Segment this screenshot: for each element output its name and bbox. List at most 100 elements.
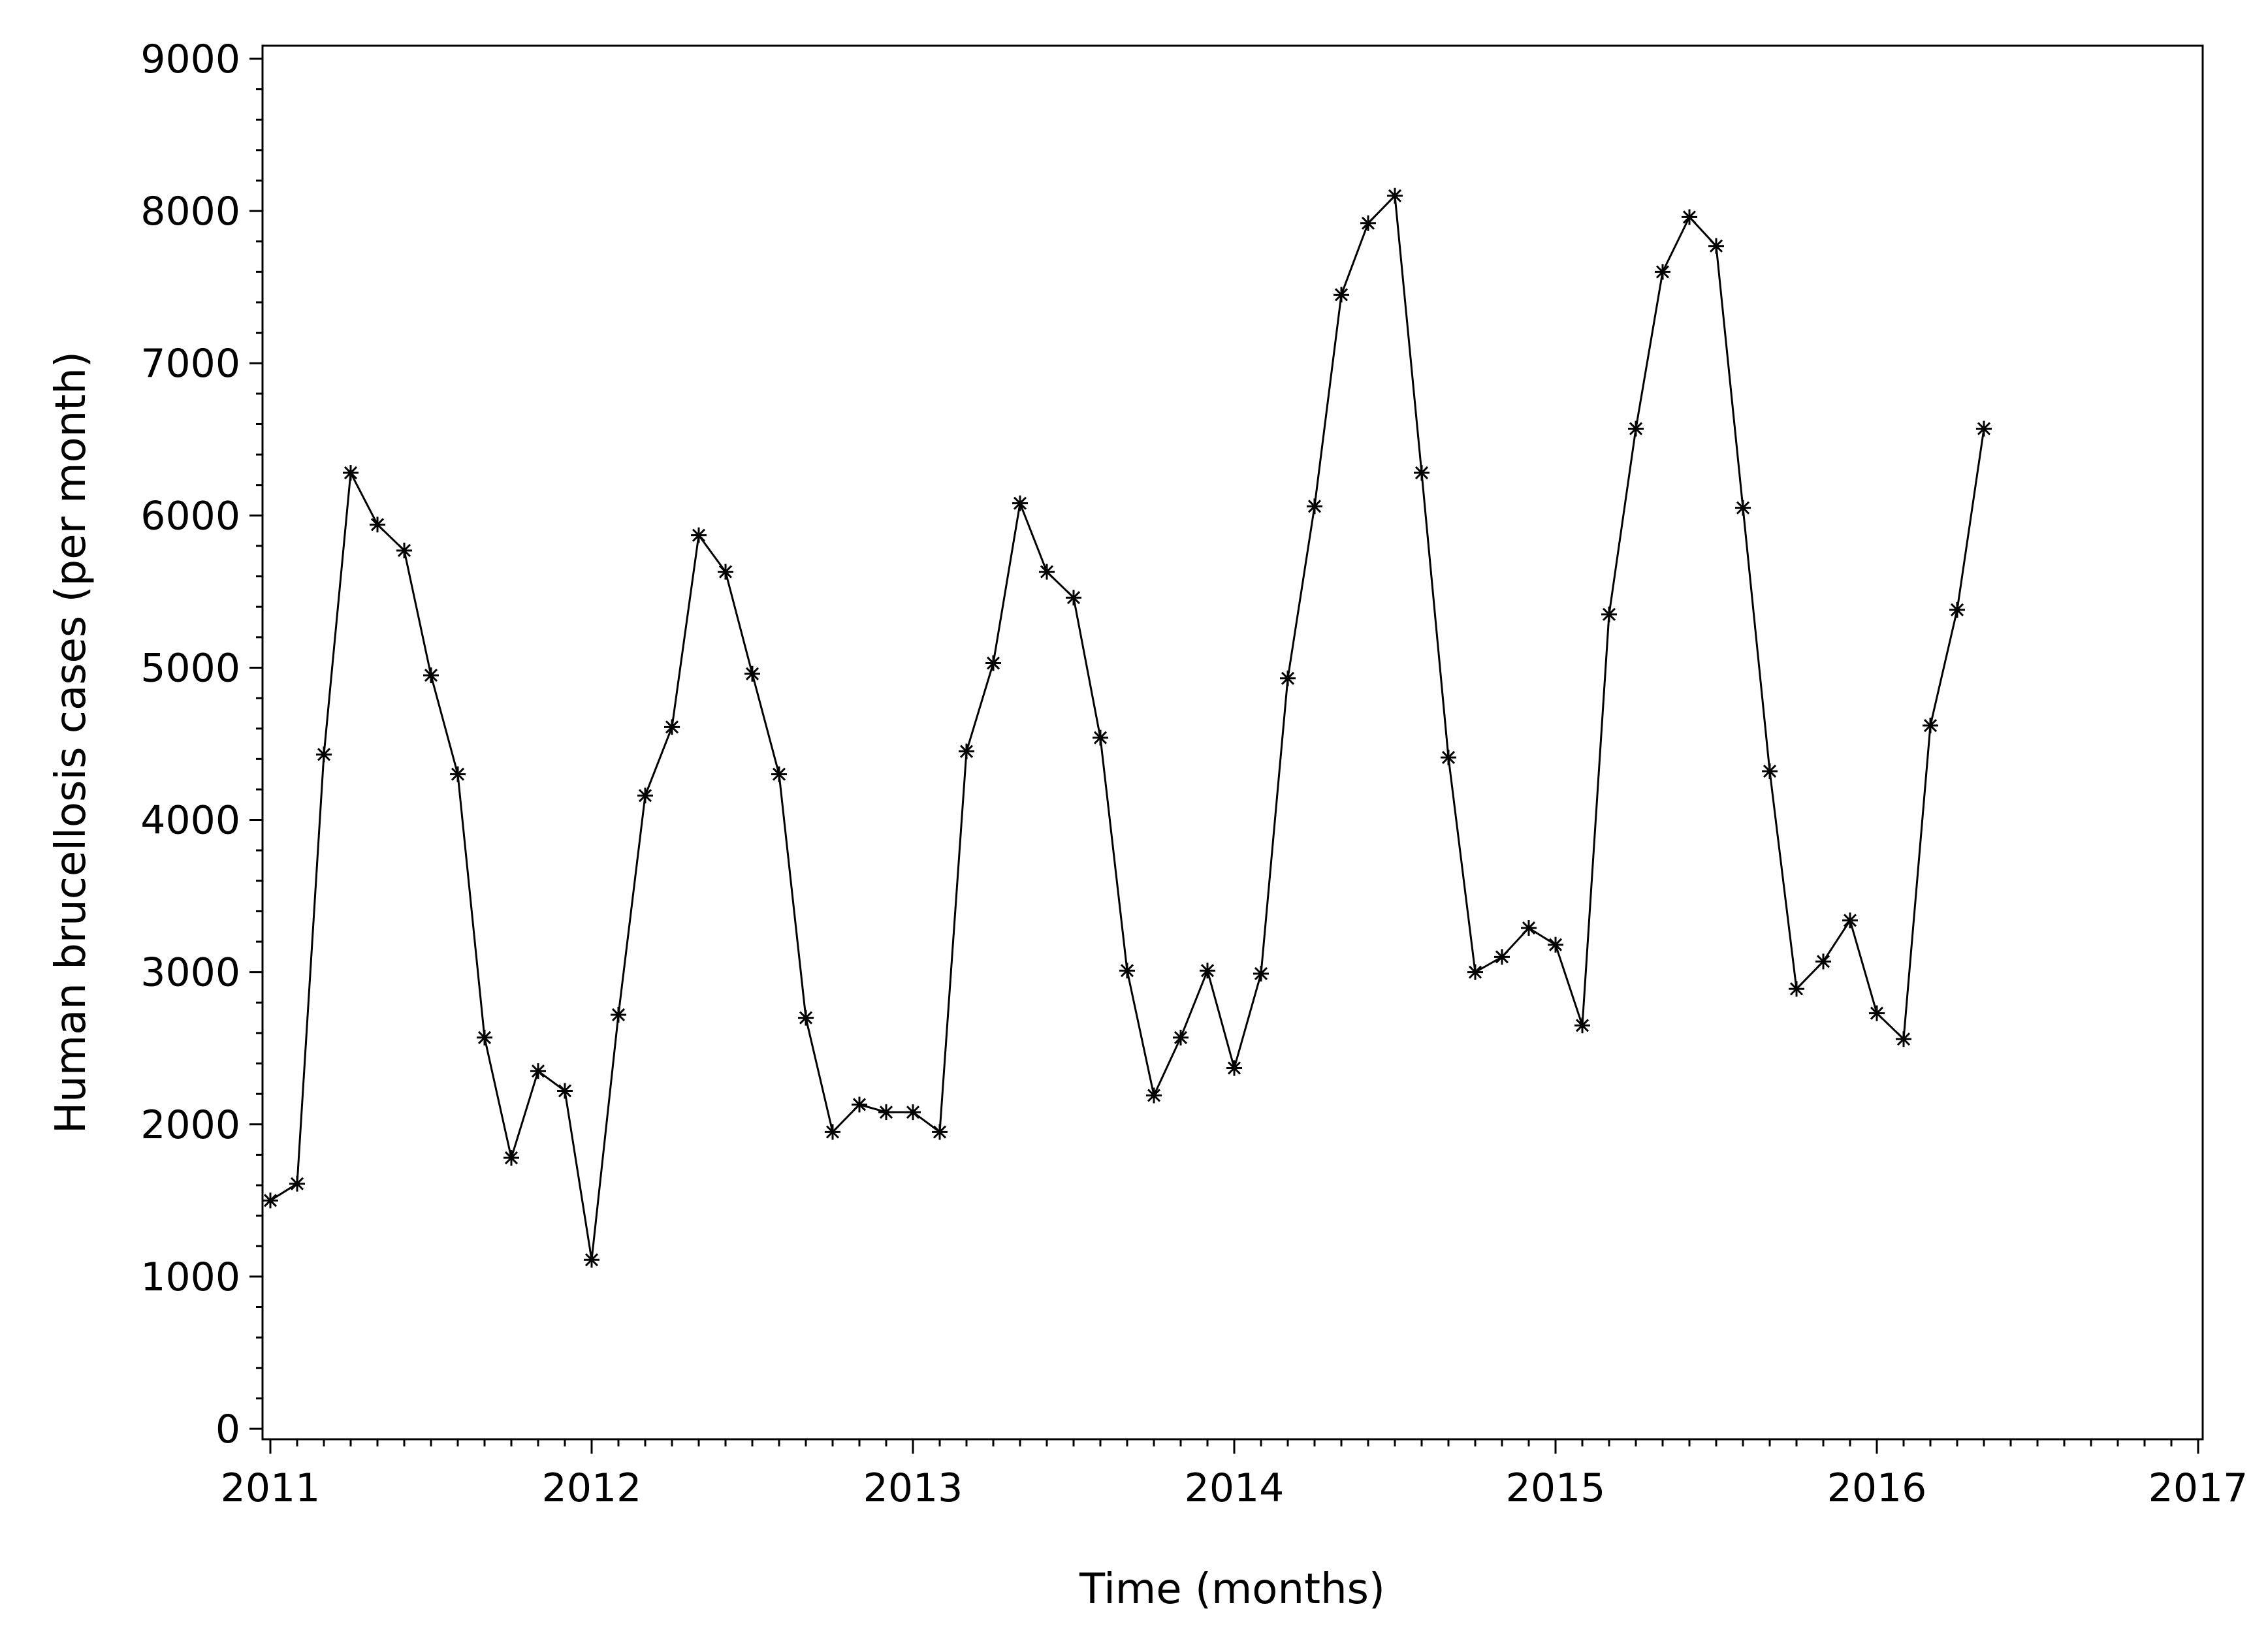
data-point-marker <box>1655 264 1670 280</box>
data-point-marker <box>1039 564 1055 580</box>
data-point-marker <box>905 1104 921 1121</box>
data-point-marker <box>691 527 707 543</box>
data-point-marker <box>477 1029 492 1045</box>
x-axis-title: Time (months) <box>1079 1565 1385 1614</box>
data-point-marker <box>1494 949 1510 965</box>
marker-stroke <box>1896 1032 1911 1046</box>
data-point-marker <box>370 517 385 533</box>
x-tick-label: 2011 <box>221 1465 321 1511</box>
marker-stroke <box>1682 210 1697 224</box>
data-point-marker <box>825 1124 840 1140</box>
y-axis-title: Human brucellosis cases (per month) <box>47 351 95 1134</box>
marker-stroke <box>531 1064 545 1078</box>
data-point-marker <box>959 743 974 759</box>
y-tick-label: 5000 <box>140 645 240 691</box>
data-point-marker <box>1762 763 1778 779</box>
data-point-marker <box>878 1104 894 1121</box>
data-point-marker <box>1574 1017 1590 1034</box>
data-point-marker <box>1949 601 1965 618</box>
marker-stroke <box>451 767 465 781</box>
y-tick-label: 2000 <box>140 1102 240 1148</box>
marker-stroke <box>290 1177 304 1190</box>
marker-stroke <box>1763 764 1777 778</box>
data-point-marker <box>1735 500 1751 516</box>
marker-stroke <box>1254 966 1268 981</box>
data-point-marker <box>1976 421 1992 437</box>
marker-stroke <box>584 1253 599 1267</box>
x-tick-label: 2015 <box>1506 1465 1606 1511</box>
y-tick-label: 8000 <box>140 189 240 234</box>
marker-stroke <box>1977 422 1991 436</box>
marker-stroke <box>879 1106 893 1119</box>
y-tick-label: 9000 <box>140 37 240 82</box>
marker-stroke <box>1093 731 1108 744</box>
y-tick-label: 4000 <box>140 798 240 844</box>
marker-stroke <box>1227 1061 1241 1075</box>
marker-stroke <box>1441 750 1456 765</box>
series-group <box>263 187 1992 1268</box>
marker-stroke <box>370 518 385 532</box>
data-point-marker <box>530 1063 546 1079</box>
marker-stroke <box>1548 938 1563 951</box>
data-point-marker <box>289 1175 305 1192</box>
marker-stroke <box>1736 501 1750 515</box>
marker-stroke <box>1816 955 1830 968</box>
series-line <box>270 195 1985 1261</box>
marker-stroke <box>424 669 438 682</box>
marker-stroke <box>397 543 411 558</box>
marker-stroke <box>959 744 974 758</box>
marker-stroke <box>1066 591 1081 605</box>
marker-stroke <box>1655 265 1670 279</box>
data-point-marker <box>1467 964 1483 980</box>
data-point-marker <box>557 1083 573 1099</box>
marker-stroke <box>692 528 706 542</box>
data-point-marker <box>263 1192 278 1209</box>
marker-stroke <box>852 1098 867 1111</box>
plot-area-frame <box>261 44 2204 1441</box>
marker-stroke <box>986 656 1000 670</box>
data-point-marker <box>611 1006 626 1023</box>
data-point-marker <box>1414 465 1429 481</box>
marker-stroke <box>1281 671 1295 685</box>
x-tick-label: 2013 <box>863 1465 963 1511</box>
data-point-marker <box>316 746 332 763</box>
marker-stroke <box>1013 496 1027 510</box>
data-point-marker <box>1066 590 1081 606</box>
marker-stroke <box>1468 965 1482 979</box>
data-point-marker <box>1521 920 1537 936</box>
marker-stroke <box>1388 189 1402 202</box>
marker-stroke <box>477 1030 492 1044</box>
y-tick-label: 7000 <box>140 341 240 387</box>
marker-stroke <box>263 1194 278 1207</box>
marker-stroke <box>1174 1030 1188 1044</box>
marker-stroke <box>1870 1006 1884 1020</box>
x-tick-label: 2014 <box>1185 1465 1285 1511</box>
data-point-marker <box>1226 1060 1242 1076</box>
x-tick-label: 2016 <box>1827 1465 1927 1511</box>
marker-stroke <box>638 789 652 803</box>
marker-stroke <box>799 1011 813 1025</box>
marker-stroke <box>1414 466 1429 480</box>
marker-stroke <box>504 1151 519 1165</box>
data-point-marker <box>1146 1087 1162 1104</box>
data-point-marker <box>1869 1005 1885 1021</box>
marker-stroke <box>906 1106 920 1119</box>
data-point-marker <box>1307 498 1322 515</box>
y-tick-label: 0 <box>216 1407 240 1452</box>
y-tick-label: 3000 <box>140 950 240 996</box>
data-point-marker <box>718 564 733 580</box>
data-point-marker <box>771 766 787 782</box>
data-point-marker <box>584 1252 599 1268</box>
marker-stroke <box>772 767 786 781</box>
data-point-marker <box>1012 495 1028 511</box>
marker-stroke <box>1602 607 1616 621</box>
marker-stroke <box>1040 565 1054 579</box>
data-point-marker <box>852 1096 867 1113</box>
data-point-marker <box>932 1124 948 1140</box>
data-point-marker <box>664 719 680 735</box>
marker-stroke <box>1495 950 1509 964</box>
marker-stroke <box>745 667 759 680</box>
data-point-marker <box>503 1150 519 1166</box>
data-point-marker <box>450 766 466 782</box>
